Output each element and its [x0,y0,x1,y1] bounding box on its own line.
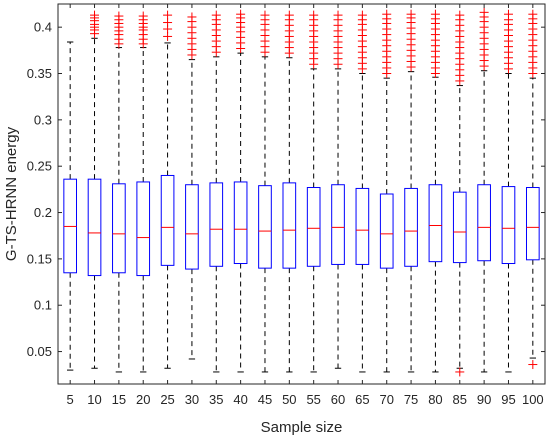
x-tick-label: 90 [477,392,491,407]
box-iqr [258,185,272,269]
box-group [136,11,151,373]
box-group [306,10,321,373]
box-group [233,9,248,373]
box-group [428,9,443,373]
x-tick-label: 55 [306,392,320,407]
outlier-marker [528,360,538,370]
box-iqr [136,181,151,277]
box-group [160,10,175,369]
box-iqr [160,174,175,266]
y-axis-label: G-TS-HRNN energy [3,126,20,261]
x-tick-label: 100 [522,392,544,407]
y-tick-label: 0.25 [27,159,52,174]
box-group [112,11,126,373]
box-group [185,12,199,360]
outlier-marker [114,11,124,21]
outlier-marker [90,10,100,20]
box-iqr [525,187,540,261]
x-tick-label: 80 [428,392,442,407]
outlier-marker [406,9,416,19]
x-tick-label: 20 [136,392,150,407]
x-tick-label: 35 [209,392,223,407]
box-iqr [112,183,126,274]
x-tick-label: 60 [331,392,345,407]
outlier-marker [236,9,246,19]
outlier-marker [430,9,440,19]
y-tick-label: 0.1 [34,298,52,313]
outlier-marker [309,10,319,20]
outlier-marker [163,10,173,20]
box-group [379,9,394,373]
box-group [452,10,467,377]
outlier-marker [357,10,367,20]
y-tick-label: 0.2 [34,205,52,220]
box-iqr [379,193,394,269]
x-tick-label: 30 [185,392,199,407]
box-group [477,7,491,373]
y-tick-label: 0.05 [27,344,52,359]
x-tick-label: 95 [501,392,515,407]
y-tick-label: 0.3 [34,112,52,127]
box-iqr [282,182,297,269]
outlier-marker [382,9,392,19]
plot-background [58,4,545,384]
x-axis-label: Sample size [261,419,343,436]
box-iqr [233,181,248,265]
box-iqr [331,184,345,265]
outlier-marker [284,10,294,20]
box-iqr [428,184,443,263]
box-group [63,41,78,371]
y-tick-label: 0.15 [27,251,52,266]
box-group [282,10,297,373]
box-group [355,10,370,373]
x-tick-label: 70 [379,392,393,407]
box-iqr [306,187,321,267]
outlier-marker [138,11,148,21]
x-tick-label: 25 [160,392,174,407]
box-iqr [355,187,370,265]
box-group [258,10,272,373]
x-tick-label: 65 [355,392,369,407]
box-iqr [209,182,224,267]
outlier-marker [211,10,221,20]
box-iqr [404,187,418,267]
x-tick-label: 85 [453,392,467,407]
outlier-marker [260,10,270,20]
y-tick-label: 0.4 [34,20,52,35]
axis-ticks: 5 10 15 20 25 30 35 40 45 50 55 60 65 70 75 80 85 90 95 100… [27,4,545,407]
box-group [525,9,540,370]
outlier-marker [333,10,343,20]
plot-frame [57,3,546,385]
chart-marks [63,7,540,377]
outlier-marker [187,12,197,22]
outlier-marker [528,9,538,19]
outlier-marker [455,10,465,20]
x-tick-label: 40 [233,392,247,407]
x-tick-label: 45 [258,392,272,407]
box-group [87,10,102,369]
box-iqr [185,184,199,270]
box-iqr [452,191,467,264]
x-tick-label: 75 [404,392,418,407]
box-group [501,9,516,373]
x-tick-label: 10 [87,392,101,407]
box-group [404,9,418,373]
box-iqr [477,184,491,262]
x-tick-label: 5 [67,392,74,407]
outlier-marker [503,9,513,19]
x-tick-label: 50 [282,392,296,407]
y-tick-label: 0.35 [27,66,52,81]
box-iqr [87,178,102,277]
outlier-marker [455,367,465,377]
x-tick-label: 15 [112,392,126,407]
outlier-marker [479,7,489,17]
box-group [209,10,224,373]
box-group [331,10,345,369]
box-iqr [501,186,516,265]
